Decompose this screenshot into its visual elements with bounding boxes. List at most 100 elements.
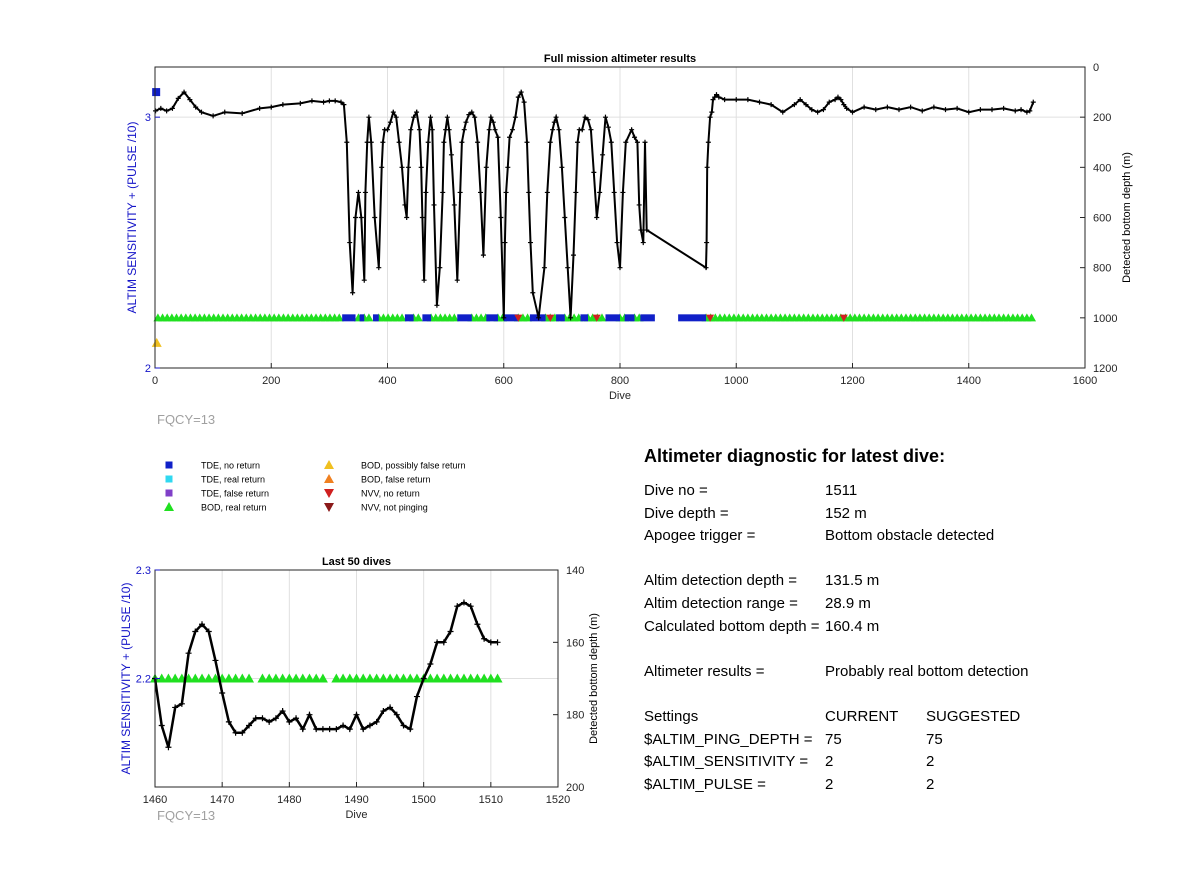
x-tick-label: 1510: [479, 794, 503, 806]
bottom-depth-point: [488, 114, 494, 120]
bottom-depth-point: [309, 98, 315, 104]
tde-no-return-marker: [503, 314, 519, 322]
bottom-depth-point: [199, 109, 204, 115]
y-right-tick-label: 160: [566, 637, 584, 649]
bod-real-return-marker: [156, 673, 167, 683]
setting-suggested: 75: [926, 730, 943, 748]
bod-real-return-marker: [170, 673, 181, 683]
bod-real-return-marker: [445, 673, 456, 683]
bottom-depth-point: [502, 240, 508, 246]
bottom-depth-point: [372, 215, 378, 220]
bod-real-return-marker: [398, 673, 409, 683]
bottom-depth-point: [487, 639, 494, 646]
tde-no-return-marker: [624, 314, 635, 322]
bottom-depth-point: [954, 105, 960, 111]
bottom-depth-point: [319, 726, 326, 733]
bottom-depth-point: [362, 189, 368, 195]
bottom-depth-point: [153, 108, 159, 114]
bottom-depth-point: [355, 189, 361, 195]
bottom-depth-point: [803, 102, 809, 108]
x-tick-label: 1460: [143, 794, 167, 806]
legend: TDE, no return TDE, real return TDE, false…: [164, 460, 466, 513]
full-mission-chart: 0 200 400 600 800 1000 1200 1400 1600 2 3 0 200 400 60…: [125, 53, 1133, 402]
bottom-depth-point: [467, 603, 474, 610]
bottom-depth-point: [608, 139, 614, 145]
bottom-depth-point: [1018, 107, 1024, 113]
bottom-depth-point: [185, 650, 192, 657]
bottom-depth-point: [791, 102, 797, 108]
diag-row-altimeter-results: Altimeter results = Probably real bottom …: [644, 661, 1124, 684]
x-axis-label: Dive: [609, 390, 631, 402]
legend-label: NVV, not pinging: [361, 503, 428, 513]
bod-real-return-marker: [331, 673, 342, 683]
x-tick-label: 1480: [277, 794, 301, 806]
bottom-depth-point: [1030, 99, 1036, 105]
bod-real-return-marker: [270, 673, 281, 683]
bottom-depth-point: [602, 114, 608, 120]
bottom-depth-point: [341, 102, 347, 108]
legend-marker-triangle-up: [164, 502, 174, 511]
bottom-depth-point: [573, 189, 579, 195]
legend-marker-triangle-up: [324, 460, 334, 469]
diag-value: 152 m: [825, 504, 867, 522]
bottom-depth-point: [707, 114, 713, 120]
bottom-depth-point: [768, 102, 774, 108]
bottom-depth-point: [326, 726, 333, 733]
bod-real-return-marker: [297, 673, 308, 683]
bottom-depth-point: [524, 139, 530, 145]
nvv-no-return-marker: [546, 314, 555, 322]
bottom-depth-point: [165, 744, 172, 751]
bottom-depth-point: [588, 127, 594, 133]
bottom-depth-point: [820, 107, 826, 113]
bottom-depth-point: [280, 102, 286, 108]
legend-label: TDE, no return: [201, 461, 260, 471]
tde-no-return-marker: [580, 314, 589, 322]
bottom-depth-point: [423, 189, 429, 195]
diag-value: 131.5 m: [825, 572, 880, 590]
diag-label: Altimeter results =: [644, 662, 765, 680]
bottom-depth-point: [527, 240, 533, 246]
bod-real-return-marker: [523, 313, 533, 322]
bottom-depth-point: [239, 729, 246, 736]
bottom-depth-point: [745, 97, 751, 103]
y-right-tick-label: 600: [1093, 213, 1111, 225]
bottom-depth-point: [483, 164, 489, 170]
bottom-depth-point: [457, 189, 463, 195]
bod-real-return-marker: [244, 673, 255, 683]
y-right-tick-label: 800: [1093, 263, 1111, 275]
bottom-depth-point: [446, 127, 452, 133]
bod-real-return-marker: [397, 313, 407, 322]
bottom-depth-point: [396, 139, 402, 145]
bottom-depth-point: [454, 277, 460, 283]
bottom-depth-point: [169, 105, 175, 111]
bottom-depth-point: [434, 302, 440, 308]
bottom-depth-point: [321, 99, 327, 105]
tde-no-return-marker: [640, 314, 655, 322]
bottom-depth-point: [306, 711, 313, 718]
bottom-depth-point: [896, 107, 902, 113]
diag-row-detection-range: Altim detection range = 28.9 m: [644, 593, 1124, 616]
bottom-depth-point: [556, 127, 562, 133]
diag-row-dive-no: Dive no = 1511: [644, 480, 1124, 503]
bottom-depth-point: [427, 661, 434, 668]
x-tick-label: 400: [378, 375, 396, 387]
bottom-depth-point: [164, 108, 170, 114]
tde-no-return-marker: [372, 314, 379, 322]
bod-real-return-marker: [317, 673, 328, 683]
bod-real-return-marker: [449, 313, 459, 322]
bod-real-return-marker: [385, 673, 396, 683]
bottom-depth-point: [434, 639, 441, 646]
setting-name: $ALTIM_PING_DEPTH =: [644, 730, 813, 748]
last-50-dives-chart: 1460 1470 1480 1490 1500 1510 1520 2.2 2.3 140 160…: [119, 556, 600, 821]
bod-real-return-marker: [432, 673, 443, 683]
chart-title: Full mission altimeter results: [544, 53, 696, 65]
bottom-depth-point: [585, 117, 591, 123]
x-axis-label: Dive: [345, 809, 367, 821]
bottom-depth-point: [873, 107, 879, 113]
bod-real-return-marker: [338, 673, 349, 683]
y-left-tick-label: 2: [145, 363, 151, 375]
bottom-depth-point: [257, 105, 263, 111]
bottom-depth-point: [340, 722, 347, 729]
bottom-depth-point: [199, 621, 206, 628]
diag-label: Dive no =: [644, 482, 708, 499]
